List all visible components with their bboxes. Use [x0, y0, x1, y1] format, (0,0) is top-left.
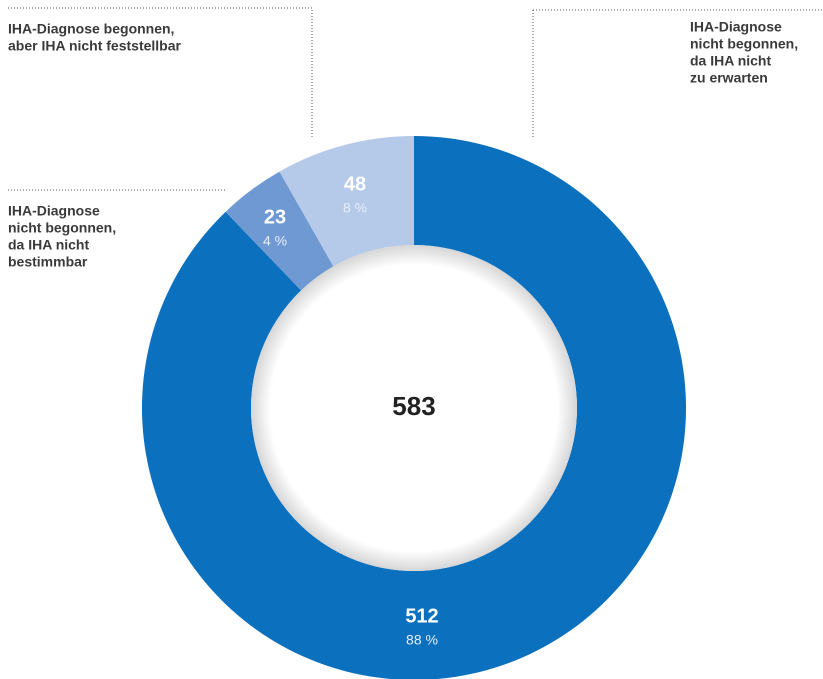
value-label: 23 [264, 206, 286, 228]
donut-segment [279, 136, 414, 267]
category-label: nicht begonnen, [8, 220, 116, 236]
donut-hole [251, 245, 577, 571]
leader-line [532, 9, 823, 137]
category-label: IHA-Diagnose begonnen, [8, 21, 174, 37]
category-label: aber IHA nicht feststellbar [8, 38, 182, 54]
category-label: IHA-Diagnose [8, 203, 100, 219]
leader-line [8, 7, 313, 137]
category-label: nicht begonnen, [690, 36, 798, 52]
category-label: IHA-Diagnose [690, 19, 782, 35]
category-label: zu erwarten [690, 70, 768, 86]
total-label: 583 [392, 391, 435, 421]
share-label: 8 % [343, 200, 367, 216]
category-label: da IHA nicht [690, 53, 771, 69]
donut-segment [225, 171, 334, 291]
share-label: 88 % [406, 632, 438, 648]
category-label: da IHA nicht [8, 237, 89, 253]
value-label: 48 [344, 173, 366, 195]
share-label: 4 % [263, 233, 287, 249]
category-label: bestimmbar [8, 254, 88, 270]
donut-segment [142, 136, 686, 679]
value-label: 512 [405, 605, 438, 627]
